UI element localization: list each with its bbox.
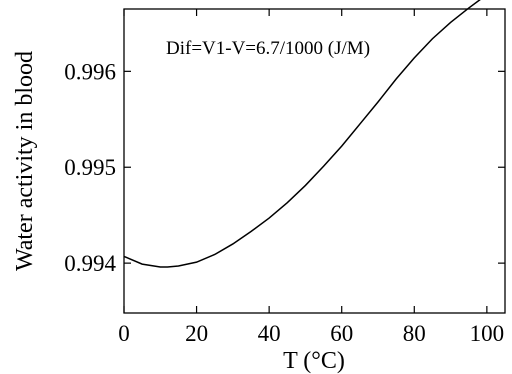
- x-tick-label: 40: [258, 321, 281, 346]
- y-tick-label: 0.995: [64, 155, 116, 180]
- ticks: [123, 9, 505, 313]
- y-tick-label: 0.994: [64, 251, 116, 276]
- x-tick-label: 0: [118, 321, 130, 346]
- x-axis-label: T (°C): [283, 348, 345, 374]
- x-tick-label: 60: [330, 321, 353, 346]
- x-tick-label: 100: [470, 321, 505, 346]
- x-tick-label: 80: [403, 321, 426, 346]
- plot-frame: [123, 8, 506, 314]
- plot-area: [123, 0, 481, 268]
- tick-labels: 0 20 40 60 80 100 0.994 0.995 0.996: [64, 59, 504, 346]
- y-axis-label: Water activity in blood: [12, 51, 38, 271]
- x-tick-label: 20: [185, 321, 208, 346]
- chart-annotation: Dif=V1-V=6.7/1000 (J/M): [166, 38, 370, 59]
- series-line: [123, 0, 481, 268]
- y-tick-label: 0.996: [64, 59, 116, 84]
